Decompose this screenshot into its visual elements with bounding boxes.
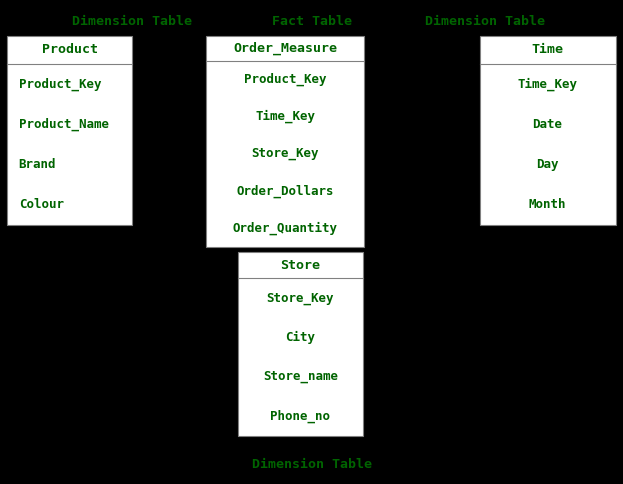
Text: Store_name: Store_name <box>263 370 338 383</box>
Text: Day: Day <box>536 158 559 171</box>
Text: Month: Month <box>529 198 566 212</box>
Text: Dimension Table: Dimension Table <box>252 458 371 471</box>
FancyBboxPatch shape <box>206 36 364 247</box>
Text: Colour: Colour <box>19 198 64 212</box>
Text: Product: Product <box>42 44 98 57</box>
Text: Time: Time <box>531 44 564 57</box>
Text: Product_Key: Product_Key <box>19 77 101 91</box>
Text: Time_Key: Time_Key <box>255 110 315 123</box>
Text: Order_Dollars: Order_Dollars <box>236 184 334 197</box>
Text: Store_Key: Store_Key <box>251 147 319 160</box>
Text: Order_Quantity: Order_Quantity <box>232 222 338 235</box>
FancyBboxPatch shape <box>480 36 616 225</box>
FancyBboxPatch shape <box>7 36 132 225</box>
Text: Dimension Table: Dimension Table <box>72 15 192 28</box>
Text: Phone_no: Phone_no <box>270 409 330 423</box>
Text: Fact Table: Fact Table <box>272 15 351 28</box>
Text: Order_Measure: Order_Measure <box>233 42 337 55</box>
Text: Brand: Brand <box>19 158 56 171</box>
Text: Dimension Table: Dimension Table <box>425 15 545 28</box>
Text: City: City <box>285 331 315 344</box>
Text: Date: Date <box>533 118 563 131</box>
Text: Store: Store <box>280 258 320 272</box>
Text: Time_Key: Time_Key <box>518 77 578 91</box>
FancyBboxPatch shape <box>238 252 363 436</box>
Text: Product_Name: Product_Name <box>19 118 108 131</box>
Text: Product_Key: Product_Key <box>244 73 326 86</box>
Text: Store_Key: Store_Key <box>267 291 334 304</box>
